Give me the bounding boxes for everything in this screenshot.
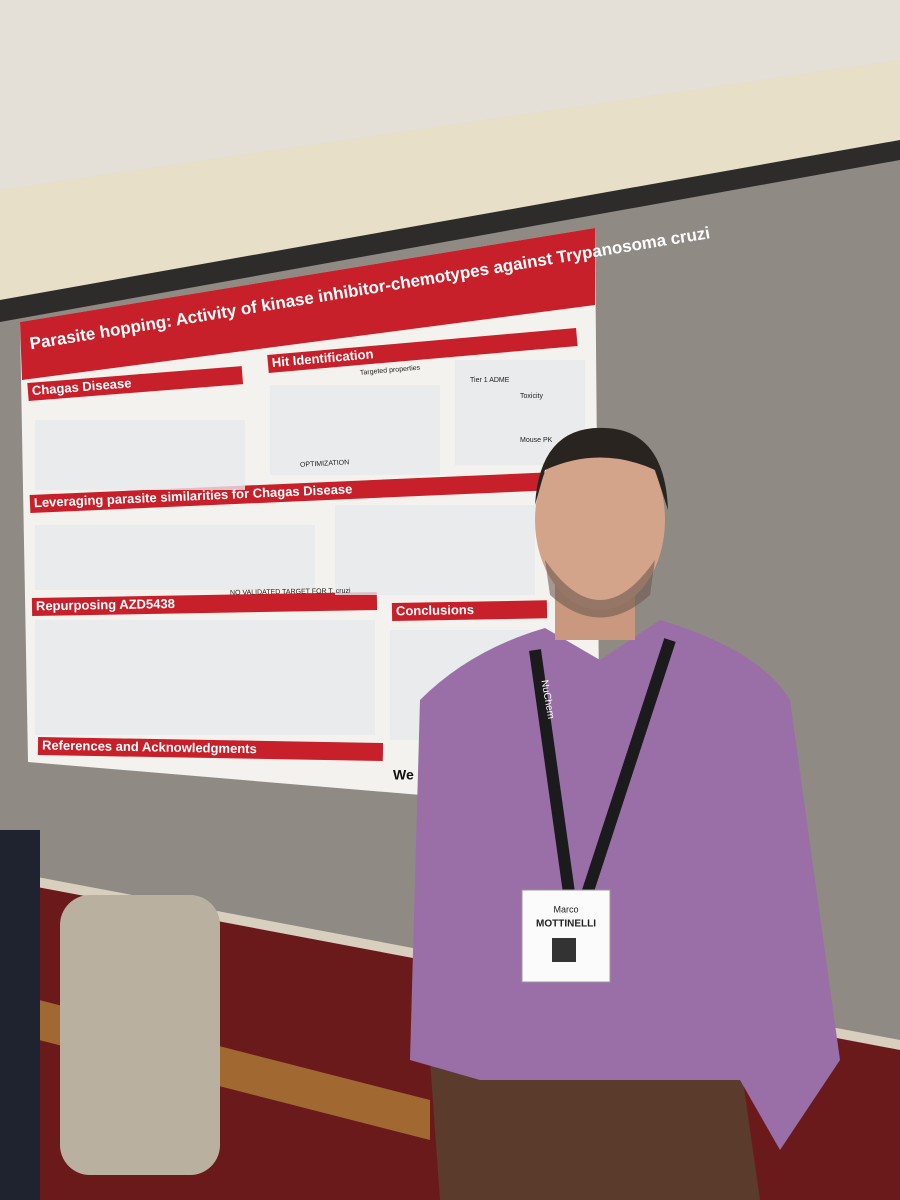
poster-label: Mouse PK: [520, 437, 553, 444]
section-bar: [27, 366, 244, 401]
shirt: [410, 620, 840, 1150]
content-block: [270, 385, 440, 475]
face: [535, 430, 665, 610]
badge-first-name: Marco: [553, 904, 578, 914]
poster-label: NO VALIDATED TARGET FOR T. cruzi: [230, 588, 351, 597]
ceiling: [0, 0, 900, 190]
person-background: [60, 895, 220, 1175]
poster-title-bar: [20, 228, 595, 380]
badge-last-name: MOTTINELLI: [536, 919, 596, 930]
section-bar: [29, 471, 580, 513]
section-heading: Repurposing AZD5438: [36, 596, 175, 613]
hair: [535, 427, 668, 510]
trousers: [430, 1060, 760, 1200]
badge-qr: [552, 938, 576, 962]
beard: [545, 560, 655, 618]
section-bar: [267, 328, 578, 373]
wall: [0, 60, 900, 300]
content-block: [35, 620, 375, 735]
poster-label: Toxicity: [520, 393, 543, 400]
section-bar: [37, 737, 384, 762]
section-heading: References and Acknowledgments: [42, 738, 257, 757]
poster-label: OPTIMIZATION: [300, 459, 350, 469]
man: [410, 427, 840, 1200]
section-bar: [31, 591, 378, 616]
badge: [521, 889, 611, 983]
content-block: [335, 505, 535, 595]
content-block: [35, 420, 245, 490]
section-heading: Conclusions: [396, 602, 474, 618]
content-block: [35, 525, 315, 590]
person-edge: [0, 830, 40, 1200]
section-bar: [391, 600, 548, 621]
board-frame: [0, 140, 900, 322]
poster-label: Tier 1 ADME: [470, 377, 510, 384]
